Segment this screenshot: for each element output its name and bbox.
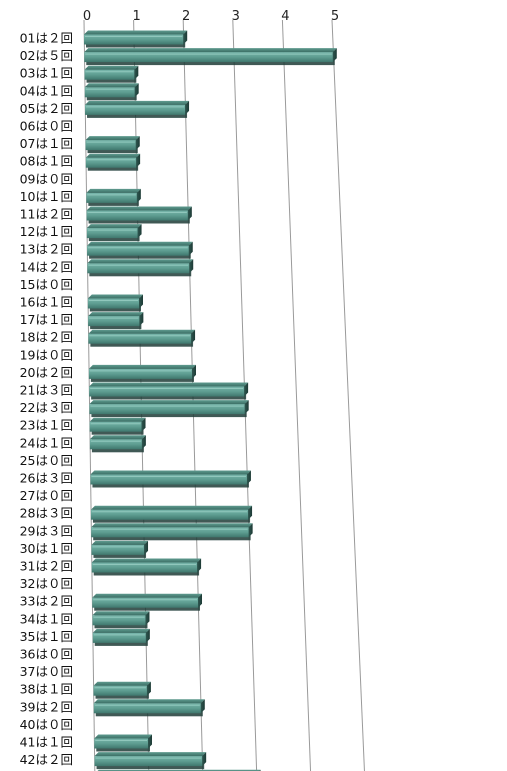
x-tick-label: 3 — [232, 9, 240, 24]
bar — [93, 681, 151, 699]
bar — [94, 734, 152, 752]
bar — [86, 188, 141, 206]
bar — [88, 364, 196, 382]
category-label: 16は１回 — [20, 295, 73, 310]
bar — [92, 628, 150, 646]
x-tick-label: 2 — [182, 9, 190, 24]
bar — [90, 505, 253, 523]
category-label: 40は０回 — [20, 717, 73, 732]
bar — [87, 241, 193, 259]
bar — [94, 752, 207, 770]
bar — [86, 206, 192, 224]
x-tick-label: 0 — [83, 9, 91, 24]
x-tick-label: 4 — [281, 9, 289, 24]
bar — [86, 224, 142, 242]
category-label: 01は２回 — [20, 31, 73, 46]
category-label: 18は２回 — [20, 330, 73, 345]
category-label: 32は０回 — [20, 576, 73, 591]
bar — [89, 400, 249, 418]
category-label: 07は１回 — [20, 136, 73, 151]
category-label: 02は５回 — [20, 48, 73, 63]
bar — [93, 699, 205, 717]
category-label: 08は１回 — [20, 154, 73, 169]
bar — [85, 136, 140, 154]
category-label: 23は１回 — [20, 418, 73, 433]
category-label: 42は２回 — [20, 752, 73, 767]
x-tick-label: 5 — [331, 9, 339, 24]
bar — [91, 540, 149, 558]
category-label: 29は３回 — [20, 523, 73, 538]
x-tick-label: 1 — [132, 9, 140, 24]
category-label: 37は０回 — [20, 664, 73, 679]
category-label: 26は３回 — [20, 471, 73, 486]
category-label: 24は１回 — [20, 435, 73, 450]
category-label: 36は０回 — [20, 647, 73, 662]
category-label: 31は２回 — [20, 559, 73, 574]
bar — [92, 611, 150, 629]
category-label: 11は２回 — [20, 207, 73, 222]
bar — [85, 100, 190, 118]
category-label: 04は１回 — [20, 83, 73, 98]
x-axis-ticks: 0 1 2 3 4 5 — [83, 9, 339, 24]
category-label: 21は３回 — [20, 383, 73, 398]
category-label: 12は１回 — [20, 224, 73, 239]
category-label: 43は３回 — [20, 770, 73, 771]
category-label: 20は２回 — [20, 365, 73, 380]
category-label: 22は３回 — [20, 400, 73, 415]
category-label: 14は２回 — [20, 259, 73, 274]
bar — [91, 558, 202, 576]
bar — [84, 48, 337, 66]
category-label: 30は１回 — [20, 541, 73, 556]
grid-line-4 — [281, 19, 312, 771]
category-label: 03は１回 — [20, 66, 73, 81]
bar — [88, 312, 144, 330]
category-label: 09は０回 — [20, 171, 73, 186]
category-label: 28は３回 — [20, 506, 73, 521]
grid-line-5 — [331, 19, 365, 771]
category-label: 33は２回 — [20, 594, 73, 609]
category-label: 15は０回 — [20, 277, 73, 292]
bar — [85, 153, 141, 171]
category-label: 13は２回 — [20, 242, 73, 257]
category-label: 41は１回 — [20, 735, 73, 750]
bar — [87, 259, 194, 277]
category-label: 05は２回 — [20, 101, 73, 116]
bar — [89, 417, 146, 435]
bars — [84, 30, 337, 771]
bar — [84, 30, 188, 48]
category-label: 38は１回 — [20, 682, 73, 697]
category-label: 34は１回 — [20, 611, 73, 626]
bar — [84, 83, 139, 101]
category-labels: 01は２回 02は５回 03は１回 04は１回 05は２回 06は０回 07は１回 08は１回… — [20, 31, 73, 771]
bar — [89, 382, 249, 400]
bar — [92, 593, 203, 611]
category-label: 17は１回 — [20, 312, 73, 327]
bar — [91, 523, 253, 541]
category-label: 39は２回 — [20, 699, 73, 714]
bar — [89, 435, 146, 453]
category-label: 35は１回 — [20, 629, 73, 644]
bar — [88, 329, 196, 347]
category-label: 06は０回 — [20, 119, 73, 134]
bar — [87, 294, 143, 312]
category-label: 19は０回 — [20, 347, 73, 362]
bar — [84, 65, 139, 83]
category-label: 10は１回 — [20, 189, 73, 204]
category-label: 25は０回 — [20, 453, 73, 468]
bar — [90, 470, 251, 488]
category-label: 27は０回 — [20, 488, 73, 503]
